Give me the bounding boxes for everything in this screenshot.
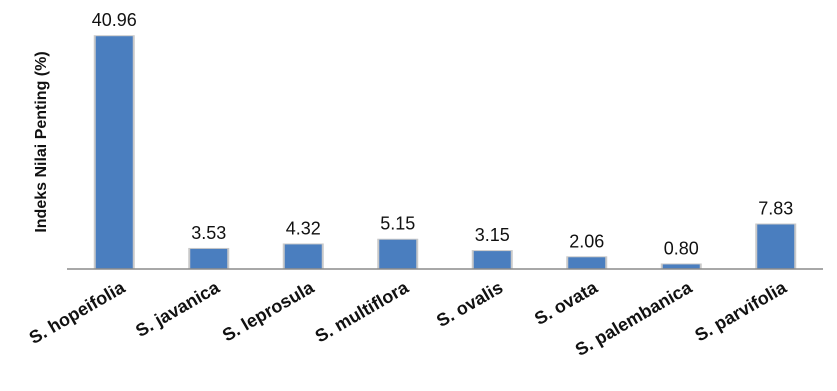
bar bbox=[757, 224, 795, 269]
x-tick-label: S. multiflora bbox=[312, 277, 413, 347]
bar bbox=[95, 36, 133, 269]
bar bbox=[379, 239, 417, 269]
bar bbox=[568, 257, 606, 269]
x-tick-label: S. javanica bbox=[132, 277, 223, 341]
data-label: 3.53 bbox=[191, 223, 226, 243]
x-tick-label: S. hopeifolia bbox=[26, 277, 130, 348]
data-label: 5.15 bbox=[380, 214, 415, 234]
x-tick-label: S. ovata bbox=[531, 277, 602, 329]
bar bbox=[284, 244, 322, 269]
x-tick-label: S. leprosula bbox=[219, 277, 318, 346]
x-tick-label: S. ovalis bbox=[433, 277, 506, 331]
data-label: 0.80 bbox=[664, 238, 699, 258]
data-label: 2.06 bbox=[569, 231, 604, 251]
bar bbox=[473, 251, 511, 269]
data-labels-layer: 40.96 3.53 4.32 5.15 3.15 2.06 0.80 7.83 bbox=[92, 10, 794, 258]
y-axis-label: Indeks Nilai Penting (%) bbox=[33, 51, 50, 232]
bar bbox=[662, 264, 700, 269]
data-label: 40.96 bbox=[92, 10, 137, 30]
data-label: 4.32 bbox=[286, 218, 321, 238]
data-label: 3.15 bbox=[475, 225, 510, 245]
data-label: 7.83 bbox=[758, 199, 793, 219]
x-tick-label: S. parvifolia bbox=[691, 277, 790, 346]
bars-layer bbox=[93, 35, 797, 269]
bar bbox=[190, 248, 228, 269]
